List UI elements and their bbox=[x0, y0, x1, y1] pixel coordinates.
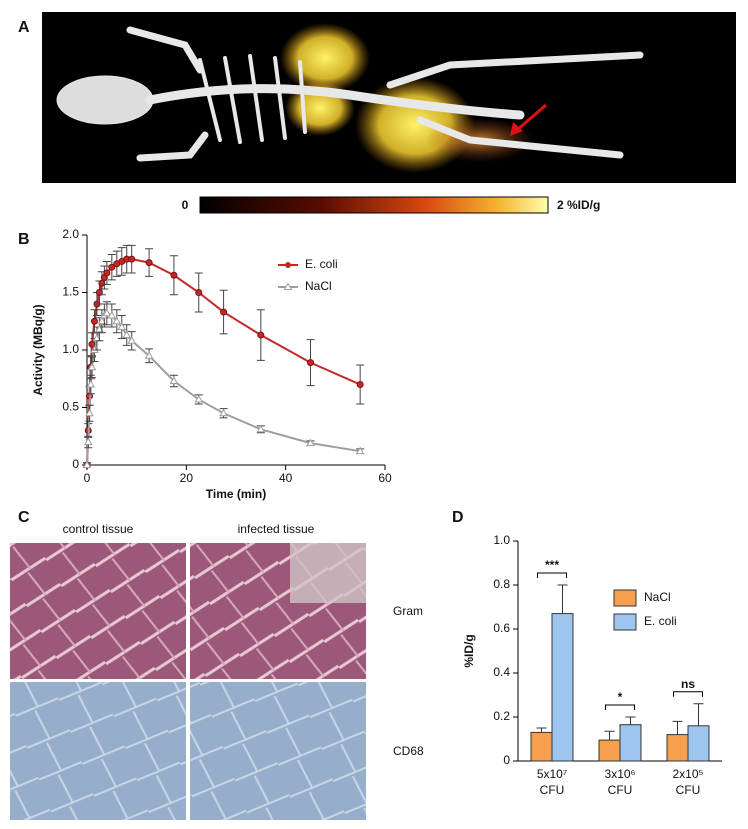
y-tick-label: 0.8 bbox=[493, 577, 510, 591]
panel-label: A bbox=[18, 19, 30, 36]
column-label: control tissue bbox=[63, 522, 134, 536]
error-bar bbox=[625, 716, 636, 725]
significance-label: * bbox=[618, 690, 623, 704]
data-point bbox=[257, 331, 265, 339]
error-bar bbox=[604, 730, 615, 741]
bar bbox=[666, 734, 689, 762]
x-tick-label: 20 bbox=[180, 471, 194, 485]
data-point bbox=[169, 376, 179, 385]
bar bbox=[551, 613, 574, 762]
data-point bbox=[95, 324, 104, 333]
panel-label: B bbox=[18, 231, 30, 248]
data-point bbox=[90, 317, 98, 325]
data-point bbox=[355, 446, 365, 455]
data-point bbox=[102, 308, 112, 317]
y-axis-title: %ID/g bbox=[462, 634, 476, 667]
legend-marker bbox=[285, 262, 291, 268]
panel-label: C bbox=[18, 509, 30, 526]
colorbar-min: 0 bbox=[182, 198, 189, 212]
error-bar bbox=[672, 720, 683, 735]
legend-swatch bbox=[613, 589, 637, 607]
y-tick-label: 0.4 bbox=[493, 665, 510, 679]
error-bar bbox=[536, 727, 547, 733]
legend-label: NaCl bbox=[305, 279, 332, 293]
bar bbox=[598, 739, 621, 762]
significance-label: *** bbox=[545, 558, 559, 572]
error-bar bbox=[693, 703, 704, 726]
ct-image bbox=[42, 12, 736, 183]
data-point bbox=[306, 438, 315, 447]
row-label: CD68 bbox=[393, 744, 424, 758]
x-tick-label: 0 bbox=[84, 471, 91, 485]
data-point bbox=[128, 255, 136, 263]
y-tick-label: 2.0 bbox=[62, 227, 79, 241]
x-tick-label: 40 bbox=[279, 471, 293, 485]
data-point bbox=[83, 437, 93, 445]
colorbar-max: 2 %ID/g bbox=[557, 198, 600, 212]
significance-bracket bbox=[605, 704, 635, 710]
data-point bbox=[122, 330, 132, 339]
data-point bbox=[145, 259, 153, 267]
data-point bbox=[170, 271, 178, 279]
data-point bbox=[87, 362, 97, 371]
x-axis-title: Time (min) bbox=[206, 487, 266, 501]
data-point bbox=[112, 316, 122, 325]
data-point bbox=[107, 311, 117, 319]
x-tick-label: 60 bbox=[378, 471, 392, 485]
y-axis-title: Activity (MBq/g) bbox=[31, 304, 45, 395]
y-tick-label: 0.2 bbox=[493, 709, 510, 723]
data-point bbox=[144, 351, 154, 359]
data-point bbox=[95, 289, 103, 296]
data-point bbox=[256, 424, 266, 433]
legend-label: NaCl bbox=[644, 590, 671, 604]
row-label: Gram bbox=[393, 604, 423, 618]
legend-marker bbox=[283, 282, 293, 290]
data-point bbox=[195, 289, 203, 296]
legend-swatch bbox=[613, 613, 637, 631]
data-point bbox=[108, 263, 116, 271]
y-tick-label: 1.5 bbox=[62, 285, 79, 299]
y-tick-label: 0 bbox=[503, 753, 510, 767]
error-bar bbox=[557, 584, 568, 614]
x-tick-label: 5x10⁷ bbox=[537, 767, 567, 781]
x-tick-label: CFU bbox=[540, 783, 565, 797]
data-point bbox=[85, 408, 94, 417]
significance-label: ns bbox=[681, 677, 695, 691]
x-tick-label: 3x10⁶ bbox=[605, 767, 636, 781]
x-tick-label: CFU bbox=[608, 783, 633, 797]
data-point bbox=[127, 336, 137, 344]
panel-label: D bbox=[452, 509, 464, 526]
significance-bracket bbox=[537, 572, 567, 578]
y-tick-label: 0 bbox=[72, 457, 79, 471]
data-point bbox=[117, 322, 127, 330]
y-tick-label: 0.6 bbox=[493, 621, 510, 635]
x-tick-label: CFU bbox=[676, 783, 701, 797]
bar bbox=[530, 731, 553, 762]
column-label: infected tissue bbox=[238, 522, 315, 536]
colorbar bbox=[199, 196, 549, 214]
bar bbox=[687, 725, 710, 762]
y-tick-label: 1.0 bbox=[62, 342, 79, 356]
y-tick-label: 1.0 bbox=[493, 533, 510, 547]
data-point bbox=[220, 308, 228, 316]
histology-images bbox=[10, 543, 366, 820]
y-tick-label: 0.5 bbox=[62, 400, 79, 414]
data-point bbox=[219, 408, 228, 417]
data-point bbox=[97, 316, 107, 325]
data-point bbox=[194, 394, 204, 403]
significance-bracket bbox=[673, 691, 703, 697]
legend-label: E. coli bbox=[644, 614, 677, 628]
bar bbox=[619, 724, 642, 762]
data-point bbox=[307, 359, 314, 367]
x-tick-label: 2x10⁵ bbox=[673, 767, 704, 781]
data-point bbox=[356, 381, 364, 388]
data-point bbox=[86, 380, 96, 388]
data-point bbox=[82, 460, 92, 468]
legend-label: E. coli bbox=[305, 257, 338, 271]
data-point bbox=[103, 269, 111, 277]
